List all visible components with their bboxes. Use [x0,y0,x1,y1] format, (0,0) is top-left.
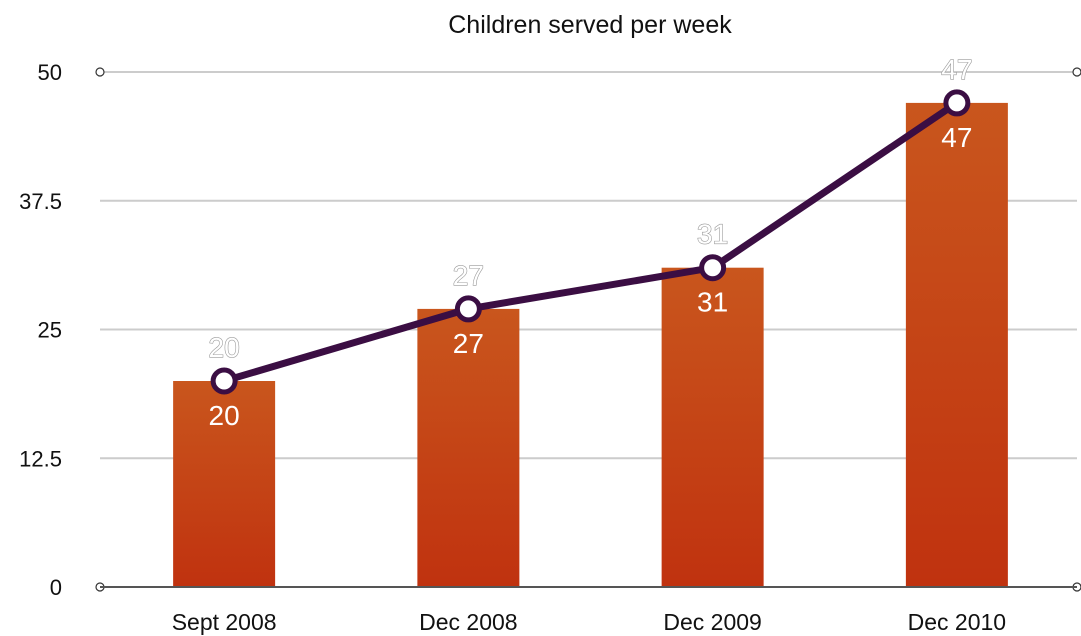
x-tick-label: Dec 2009 [663,609,761,635]
line-data-label: 27 [453,260,484,291]
chart-title: Children served per week [448,11,732,39]
y-tick-label: 0 [50,575,62,600]
bar-data-label: 47 [941,122,972,153]
line-point [210,367,238,395]
x-tick-label: Dec 2008 [419,609,517,635]
x-tick-label: Dec 2010 [908,609,1006,635]
y-tick-label: 50 [38,60,62,85]
axis-end-marker [1072,67,1081,77]
line-data-label: 20 [209,332,240,363]
line-point [943,89,971,117]
bar-data-label: 20 [209,400,240,431]
axis-layer: 0 12.5 25 37.5 50 Sept 2008 Dec 2008 Dec 2009 De… [19,60,1081,635]
bar [417,308,520,587]
bar [173,381,276,587]
line-point [454,295,482,323]
series-line [223,99,959,385]
line-point [699,254,727,282]
y-tick-label: 37.5 [19,189,62,214]
line-layer [210,89,971,395]
bar [661,267,764,587]
bar-layer [173,102,1008,588]
bar-data-label: 27 [453,328,484,359]
x-tick-label: Sept 2008 [172,609,277,635]
line-data-label: 47 [941,54,972,85]
bar [905,102,1008,588]
line-data-label: 31 [697,219,728,250]
y-tick-label: 25 [38,318,62,343]
y-tick-label: 12.5 [19,446,62,471]
axis-end-marker [95,67,105,77]
label-layer: 20 27 31 47 20 27 31 47 [208,53,973,431]
bar-data-label: 31 [697,287,728,318]
